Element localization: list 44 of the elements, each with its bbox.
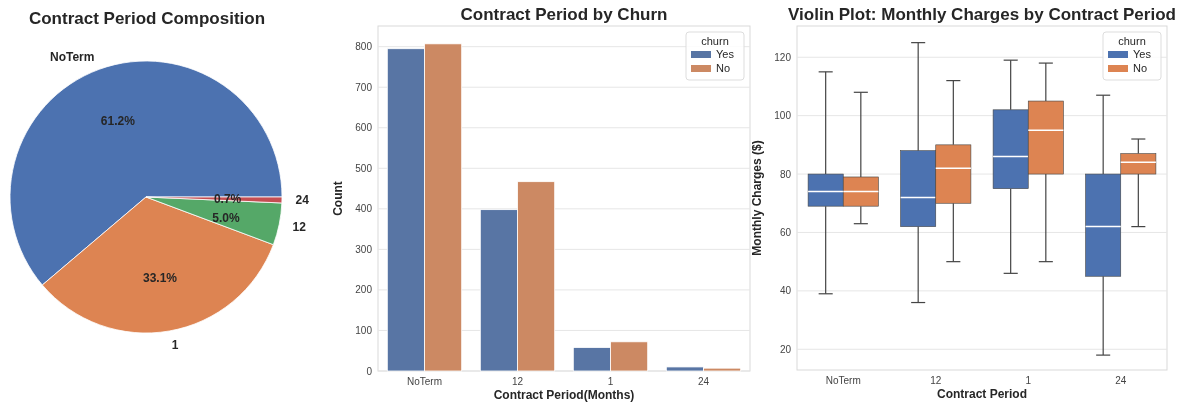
- legend-label: No: [716, 62, 731, 74]
- slice-label: 24: [295, 193, 310, 208]
- x-tick-label: NoTerm: [406, 376, 443, 387]
- chart-title: Contract Period Composition: [28, 9, 266, 28]
- legend-title: churn: [701, 35, 729, 47]
- data-label: 33.1%: [143, 270, 178, 285]
- y-tick-label: 0: [366, 365, 373, 377]
- x-tick-label: 24: [1115, 375, 1127, 386]
- x-tick-label: 12: [511, 376, 524, 387]
- legend-label: Yes: [1133, 48, 1152, 60]
- data-label: 61.2%: [100, 113, 136, 128]
- y-tick-label: 700: [355, 81, 373, 93]
- slice-label: NoTerm: [49, 49, 95, 64]
- y-tick-label: 120: [774, 51, 792, 63]
- y-tick-label: 20: [779, 343, 792, 355]
- y-tick-label: 600: [355, 122, 373, 134]
- y-axis-title: Count: [331, 181, 345, 216]
- y-tick-label: 400: [355, 203, 373, 215]
- y-tick-label: 500: [355, 162, 373, 174]
- y-tick-label: 100: [355, 324, 373, 336]
- y-tick-label: 60: [779, 226, 792, 238]
- y-tick-label: 100: [774, 110, 792, 122]
- y-tick-label: 300: [355, 243, 373, 255]
- legend-title: churn: [1118, 35, 1146, 47]
- y-tick-label: 80: [779, 168, 792, 180]
- x-tick-label: 12: [930, 375, 942, 386]
- x-axis-title: Contract Period(Months): [493, 388, 635, 402]
- x-tick-label: NoTerm: [825, 375, 861, 386]
- legend-label: Yes: [716, 48, 735, 60]
- y-axis-title: Monthly Charges ($): [750, 140, 764, 256]
- chart-title: Violin Plot: Monthly Charges by Contract Period: [788, 5, 1176, 24]
- y-tick-label: 800: [355, 41, 373, 53]
- x-axis-title: Contract Period: [936, 387, 1028, 401]
- x-tick-label: 24: [697, 376, 710, 387]
- data-label: 0.7%: [213, 191, 242, 206]
- slice-label: 1: [171, 337, 179, 352]
- x-tick-label: 1: [607, 376, 614, 387]
- y-tick-label: 40: [779, 285, 792, 297]
- y-tick-label: 200: [355, 284, 373, 296]
- legend-label: No: [1133, 62, 1148, 74]
- x-tick-label: 1: [1025, 375, 1032, 386]
- slice-label: 12: [292, 220, 307, 235]
- data-label: 5.0%: [212, 211, 240, 226]
- chart-title: Contract Period by Churn: [460, 5, 668, 24]
